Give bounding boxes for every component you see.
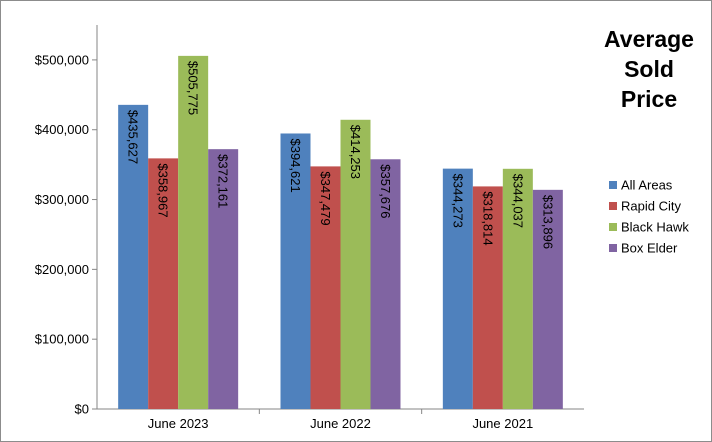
chart-title-line: Average [604,26,694,52]
bar-black-hawk-june-2023 [178,55,209,410]
chart-title-line: Price [621,86,677,112]
legend: All Areas Rapid City Black Hawk Box Elder [609,178,689,256]
data-label-all-areas-june-2021: $344,273 [450,174,465,228]
legend-label-rapid-city: Rapid City [621,199,681,214]
y-tick-label: $300,000 [35,192,89,207]
data-label-rapid-city-june-2023: $358,967 [156,163,171,217]
data-label-all-areas-june-2023: $435,627 [126,110,141,164]
legend-label-black-hawk: Black Hawk [621,220,689,235]
y-tick-label: $0 [75,402,89,417]
legend-swatch-all-areas [609,181,617,189]
y-tick-label: $100,000 [35,332,89,347]
data-label-box-elder-june-2023: $372,161 [216,154,231,208]
legend-label-all-areas: All Areas [621,178,673,193]
chart-title-line: Sold [624,56,674,82]
x-tick-label: June 2021 [472,416,533,431]
data-label-all-areas-june-2022: $394,621 [288,138,303,192]
bar-rapid-city-june-2021 [472,186,503,409]
legend-label-box-elder: Box Elder [621,241,678,256]
bar-box-elder-june-2023 [208,149,239,410]
bar-all-areas-june-2023 [118,104,149,409]
data-label-box-elder-june-2021: $313,896 [540,195,555,249]
x-tick-label: June 2023 [148,416,209,431]
bar-black-hawk-june-2022 [340,119,371,409]
y-tick-label: $400,000 [35,122,89,137]
legend-swatch-black-hawk [609,223,617,231]
data-label-rapid-city-june-2022: $347,479 [318,171,333,225]
bar-black-hawk-june-2021 [502,168,533,409]
bar-all-areas-june-2022 [280,133,311,409]
chart-title: Average Sold Price [604,26,694,112]
data-labels: $435,627 $358,967 $505,775 $372,161 $394,621… [126,61,556,249]
data-label-rapid-city-june-2021: $318,814 [480,191,495,245]
bar-rapid-city-june-2022 [310,166,341,409]
bar-rapid-city-june-2023 [148,158,179,409]
y-tick-label: $200,000 [35,262,89,277]
y-tick-label: $500,000 [35,52,89,67]
data-label-black-hawk-june-2022: $414,253 [348,125,363,179]
legend-swatch-rapid-city [609,202,617,210]
bar-box-elder-june-2021 [532,189,563,409]
bar-box-elder-june-2022 [370,159,401,409]
data-label-black-hawk-june-2021: $344,037 [510,174,525,228]
axes: $0 $100,000 $200,000 $300,000 $400,000 $500,0… [35,25,584,431]
data-label-black-hawk-june-2023: $505,775 [186,61,201,115]
legend-swatch-box-elder [609,244,617,252]
data-label-box-elder-june-2022: $357,676 [378,164,393,218]
bar-all-areas-june-2021 [442,168,473,409]
x-tick-label: June 2022 [310,416,371,431]
bars [118,55,563,410]
